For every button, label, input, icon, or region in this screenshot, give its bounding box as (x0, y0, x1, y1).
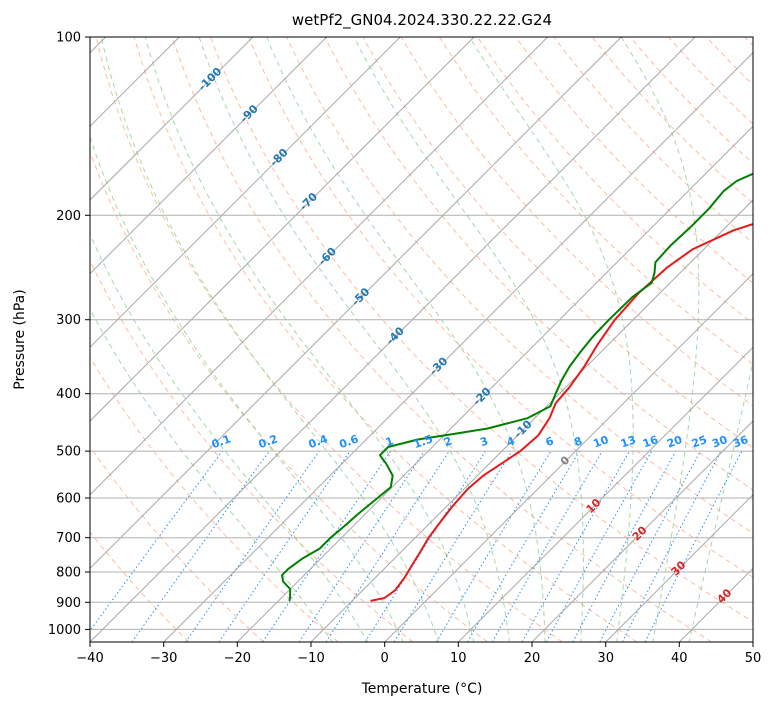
mixing-ratio-lines (90, 450, 743, 642)
plot-background (90, 37, 753, 642)
dry-adiabat (90, 150, 488, 642)
x-tick-label: 50 (745, 651, 762, 666)
mixing-ratio-line (325, 450, 450, 642)
mixing-ratio-label: 6 (544, 434, 556, 449)
isotherm-line (236, 125, 753, 642)
pressure-gridlines (90, 37, 753, 630)
isotherm-line (90, 37, 696, 642)
x-axis-ticks: −40 −30 −20 −10 0 10 20 30 40 50 (76, 642, 761, 666)
x-tick-label: −40 (76, 651, 103, 666)
y-tick-label: 100 (56, 31, 81, 46)
y-tick-label: 500 (56, 445, 81, 460)
dry-adiabat (515, 37, 753, 284)
dry-adiabat (171, 37, 712, 642)
moist-adiabat (266, 37, 546, 642)
isotherm-line (752, 641, 753, 642)
isotherm-line (90, 37, 254, 201)
mixing-ratio-label: 20 (665, 433, 684, 451)
mixing-ratio-label: 0.4 (307, 432, 330, 451)
profile-series (281, 172, 753, 602)
x-tick-label: 30 (597, 651, 614, 666)
y-tick-label: 900 (56, 596, 81, 611)
moist-adiabat (100, 37, 440, 642)
moist-adiabat (469, 37, 634, 642)
mixing-ratio-labels: 0.1 0.2 0.4 0.6 1 1.5 2 3 4 6 8 10 13 16 20 25 30 36 (210, 432, 751, 451)
dry-adiabat (95, 37, 563, 642)
mixing-ratio-label: 8 (572, 434, 584, 449)
x-tick-label: 10 (450, 651, 467, 666)
moist-adiabat (90, 232, 369, 642)
mixing-ratio-line (90, 450, 223, 632)
isotherm-line (90, 37, 549, 496)
y-tick-label: 1000 (48, 623, 81, 638)
dewpoint-line (281, 172, 753, 602)
y-tick-label: 600 (56, 492, 81, 507)
mixing-ratio-label: 16 (641, 433, 660, 451)
isotherm-line (90, 37, 401, 349)
dry-adiabat (400, 37, 753, 407)
isotherms (90, 37, 753, 642)
moist-adiabat (144, 37, 475, 642)
mixing-ratio-label: 10 (591, 433, 610, 451)
isotherm-line (310, 199, 753, 642)
mixing-ratio-label: 0.1 (210, 432, 233, 451)
mixing-ratio-line (218, 450, 351, 642)
mixing-ratio-line (644, 450, 743, 642)
mixing-ratio-line (545, 450, 653, 642)
mixing-ratio-line (298, 450, 425, 642)
y-tick-label: 200 (56, 209, 81, 224)
isotherm-line (531, 420, 753, 642)
y-tick-label: 800 (56, 566, 81, 581)
x-tick-label: −30 (150, 651, 177, 666)
isotherm-line (457, 346, 753, 642)
mixing-ratio-line (521, 450, 630, 642)
y-axis-ticks: 100 200 300 400 500 600 700 800 900 1000 (48, 31, 90, 638)
mixing-ratio-label: 1.5 (412, 432, 435, 451)
x-tick-label: 0 (381, 651, 389, 666)
x-tick-label: 20 (524, 651, 541, 666)
dry-adiabat (210, 37, 753, 623)
mixing-ratio-line (131, 450, 270, 642)
x-tick-label: −20 (224, 651, 251, 666)
mixing-ratio-line (572, 450, 677, 642)
isotherm-line (163, 51, 753, 642)
mixing-ratio-label: 1 (384, 434, 396, 449)
mixing-ratio-label: 36 (731, 433, 750, 451)
mixing-ratio-label: 0.6 (338, 432, 361, 451)
mixing-ratio-label: 25 (690, 433, 709, 450)
y-tick-label: 700 (56, 531, 81, 546)
chart-title: wetPf2_GN04.2024.330.22.22.G24 (292, 11, 552, 30)
x-tick-label: 40 (671, 651, 688, 666)
mixing-ratio-label: 13 (619, 433, 638, 450)
dry-adiabat (90, 531, 190, 642)
mixing-ratio-line (185, 450, 320, 642)
isotherm-line (90, 37, 622, 570)
y-tick-label: 400 (56, 387, 81, 402)
mixing-ratio-label: 30 (710, 433, 729, 451)
mixing-ratio-line (393, 450, 513, 642)
y-tick-label: 300 (56, 313, 81, 328)
temperature-line (370, 223, 753, 602)
moist-adiabat (620, 37, 700, 642)
mixing-ratio-line (262, 450, 392, 642)
mixing-ratio-label: 0.2 (257, 432, 280, 451)
y-axis-label: Pressure (hPa) (12, 289, 28, 389)
moist-adiabat (90, 135, 404, 642)
isotherm-line (605, 493, 753, 642)
mixing-ratio-label: 3 (478, 434, 490, 449)
dry-adiabat (90, 445, 264, 642)
isotherm-line (90, 37, 328, 275)
x-axis-label: Temperature (°C) (361, 681, 483, 697)
isotherm-line (384, 272, 753, 642)
mixing-ratio-label: 4 (505, 434, 517, 449)
dry-adiabat (248, 37, 753, 578)
dry-adiabat (133, 37, 638, 642)
mixing-ratio-label: 2 (442, 434, 454, 449)
x-tick-label: −10 (297, 651, 324, 666)
plot-frame (89, 36, 754, 643)
isotherm-line (90, 37, 475, 422)
